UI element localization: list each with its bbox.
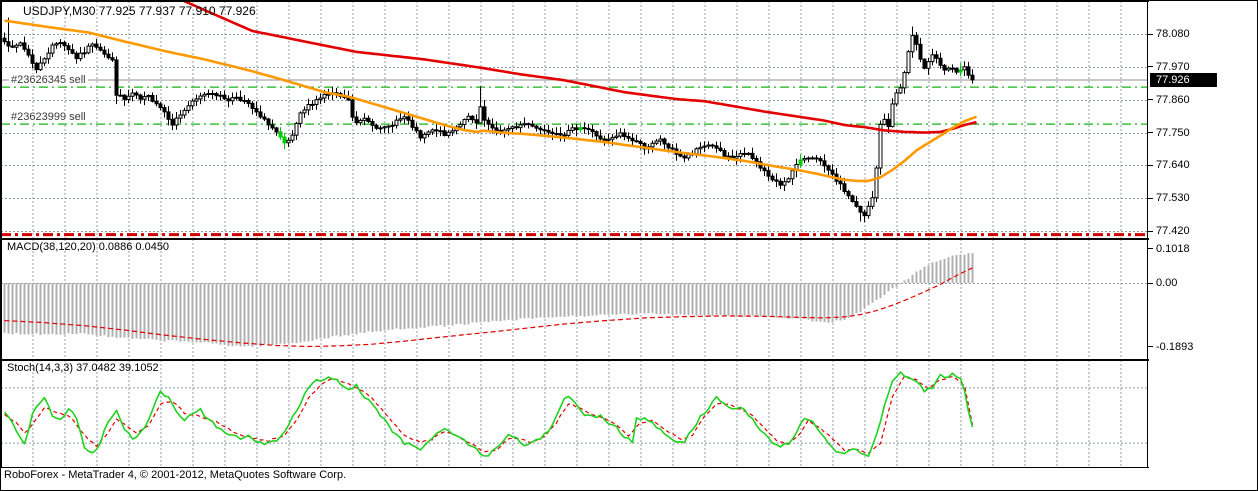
macd-axis-label: 0.00 [1156,277,1178,289]
stochastic-panel[interactable]: Stoch(14,3,3) 37.0482 39.1052 [1,360,1257,468]
macd-plot[interactable] [1,239,1149,360]
axis-tick-mark [1148,230,1153,232]
price-axis-label: 77.970 [1156,60,1190,73]
price-axis-label: 77.640 [1156,159,1190,172]
stochastic-label: Stoch(14,3,3) 37.0482 39.1052 [7,362,159,374]
macd-label: MACD(38,120,20) 0.0886 0.0450 [7,241,170,253]
price-axis-label: 77.860 [1156,93,1190,106]
current-price-box: 77.926 [1150,72,1217,87]
sell-order-label-1[interactable]: #23626345 sell [9,74,88,87]
macd-signal-line [4,267,973,348]
price-axis-label: 77.420 [1156,225,1190,237]
stoch-main-line [3,371,974,457]
fast-ma-line-orange [4,19,977,183]
axis-tick-mark [1148,248,1153,250]
stochastic-plot[interactable] [1,360,1149,468]
axis-tick-mark [1148,132,1153,133]
price-axis-label: 77.530 [1156,192,1190,205]
axis-tick-mark [1148,66,1153,68]
axis-tick-mark [1148,164,1153,166]
axis-tick-mark [1148,197,1153,199]
panel-border [1,1,1149,239]
panel-border [1,360,1149,468]
axis-tick-mark [1148,282,1153,284]
gridlines [1,1,1147,239]
macd-panel[interactable]: MACD(38,120,20) 0.0886 0.0450 0.1018 0.00… [1,239,1257,360]
sell-order-label-2[interactable]: #23623999 sell [9,111,88,124]
candles-group [2,17,975,223]
copyright-text: RoboForex - MetaTrader 4, © 2001-2012, M… [4,469,347,481]
axis-tick-mark [1148,99,1153,101]
price-axis-label: 77.750 [1156,126,1190,139]
macd-histogram [3,253,974,347]
candlestick-plot[interactable] [1,1,1149,239]
stoch-signal-line [4,375,974,454]
axis-tick-mark [1148,33,1153,35]
macd-axis-label: -0.1893 [1156,340,1194,353]
main-price-panel[interactable]: USDJPY,M30 77.925 77.937 77.910 77.926 #… [1,1,1257,239]
time-axis[interactable]: RoboForex - MetaTrader 4, © 2001-2012, M… [1,468,1257,490]
macd-axis-label: 0.1018 [1156,242,1190,255]
panel-border [1,239,1149,360]
axis-tick-mark [1148,346,1153,348]
price-axis-label: 78.080 [1156,28,1190,40]
slow-ma-line-red [180,1,977,134]
chart-title: USDJPY,M30 77.925 77.937 77.910 77.926 [23,4,256,18]
gridlines [1,360,1147,468]
